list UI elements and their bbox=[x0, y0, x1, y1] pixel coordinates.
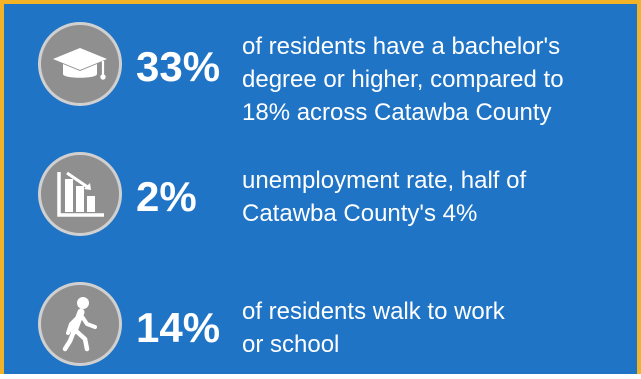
stat-percent: 14% bbox=[136, 304, 221, 351]
description-line: 18% across Catawba County bbox=[242, 99, 552, 126]
stat-percent: 33% bbox=[136, 43, 221, 90]
stat-description: of residents have a bachelor's degree or… bbox=[242, 30, 564, 129]
bottom-margin bbox=[0, 374, 641, 379]
description-line: Catawba County's 4% bbox=[242, 200, 478, 227]
description-line: of residents have a bachelor's bbox=[242, 33, 561, 60]
graduation-cap-icon bbox=[38, 22, 122, 106]
stat-description: of residents walk to work or school bbox=[242, 295, 505, 361]
declining-bar-chart-icon bbox=[38, 152, 122, 236]
walking-person-icon bbox=[38, 282, 122, 366]
stat-description: unemployment rate, half of Catawba Count… bbox=[242, 164, 526, 230]
description-line: degree or higher, compared to bbox=[242, 66, 564, 93]
description-line: or school bbox=[242, 331, 340, 358]
description-line: unemployment rate, half of bbox=[242, 167, 527, 194]
description-line: of residents walk to work bbox=[242, 298, 505, 325]
stat-percent: 2% bbox=[136, 173, 197, 220]
